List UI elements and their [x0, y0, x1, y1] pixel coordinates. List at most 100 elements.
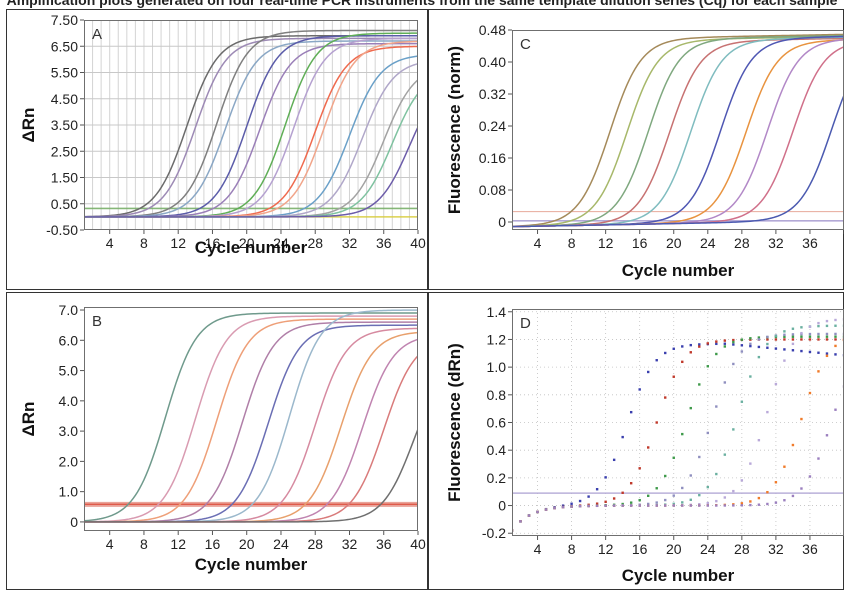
series-c — [512, 33, 844, 228]
data-point — [681, 360, 684, 364]
panel-label: D — [520, 315, 531, 332]
data-point — [689, 498, 692, 501]
data-point — [672, 502, 675, 506]
x-tick-label: 36 — [802, 541, 818, 557]
data-point — [757, 503, 761, 506]
panel-b: B 4 8 12 16 20 24 28 32 36 40 7.0 6.0 5.0 4.0 3.0 2.0 1.0… — [19, 302, 426, 574]
data-point — [672, 494, 675, 497]
data-point — [817, 332, 820, 336]
data-point — [723, 381, 727, 384]
data-point — [749, 503, 752, 507]
data-point — [655, 359, 658, 362]
y-tick-label: 0.6 — [487, 415, 507, 431]
data-point — [791, 342, 795, 346]
y-tick-label: 4.50 — [51, 91, 78, 107]
amplification-curve — [84, 126, 418, 218]
data-point — [791, 327, 795, 330]
data-point — [834, 332, 837, 336]
data-point — [766, 335, 769, 339]
data-point — [647, 502, 650, 506]
data-point — [715, 499, 718, 503]
data-point — [749, 338, 752, 341]
data-point — [706, 431, 709, 435]
data-point — [672, 504, 675, 507]
amplification-curve — [84, 315, 418, 523]
data-point — [732, 504, 735, 507]
data-point — [732, 362, 735, 366]
data-point — [766, 346, 769, 349]
data-point — [783, 348, 786, 351]
data-point — [825, 319, 829, 323]
data-point — [732, 338, 735, 342]
data-point — [561, 504, 565, 507]
data-point — [647, 494, 650, 497]
y-tick-label: 6.50 — [51, 38, 78, 54]
data-point — [715, 352, 718, 356]
amplification-curve — [512, 94, 844, 228]
data-point — [621, 491, 624, 494]
plot-area-b — [84, 307, 418, 531]
data-point — [757, 496, 761, 500]
data-point — [783, 333, 786, 336]
y-tick-label: 1.4 — [487, 304, 507, 320]
data-point — [664, 498, 667, 502]
data-point — [800, 487, 803, 490]
data-point — [689, 351, 692, 354]
data-point — [749, 462, 752, 465]
data-point — [706, 504, 709, 507]
x-tick-label: 36 — [376, 536, 392, 552]
data-point — [749, 375, 752, 378]
data-point — [791, 333, 795, 336]
data-point — [723, 342, 727, 345]
data-point — [587, 504, 590, 508]
y-tick-label: 0 — [498, 214, 506, 230]
data-point — [749, 342, 752, 346]
data-point — [638, 467, 641, 470]
data-point — [834, 344, 837, 348]
data-point — [774, 338, 778, 341]
x-tick-label: 20 — [239, 536, 255, 552]
series-b — [84, 309, 418, 523]
x-tick-label: 8 — [568, 235, 576, 251]
y-tick-label: 0.24 — [479, 118, 506, 134]
data-point — [672, 347, 675, 350]
amplification-curve — [84, 37, 418, 218]
panel-a: A 4 8 12 16 20 24 28 32 36 40 7.50 6.50 5.50 4.50 3.50 2… — [19, 12, 426, 257]
y-tick-label: 2.0 — [59, 453, 79, 469]
data-point — [681, 486, 684, 490]
panel-label: C — [520, 36, 531, 53]
data-point — [655, 487, 658, 490]
x-tick-label: 28 — [307, 536, 323, 552]
data-point — [604, 476, 607, 479]
amplification-curve — [84, 338, 418, 523]
data-point — [706, 342, 709, 345]
data-point — [706, 501, 709, 505]
series-d — [512, 318, 844, 532]
x-tick-label: 16 — [205, 536, 221, 552]
data-point — [681, 501, 684, 504]
amplification-curve — [84, 428, 418, 523]
data-point — [817, 457, 820, 460]
data-point — [647, 370, 650, 374]
data-point — [544, 508, 548, 511]
data-point — [834, 324, 837, 327]
data-point — [723, 504, 727, 507]
data-point — [783, 330, 786, 333]
data-point — [825, 324, 829, 328]
plot-grid-d — [512, 309, 844, 536]
amplification-curve — [84, 318, 418, 523]
data-point — [723, 345, 727, 348]
data-point — [595, 502, 599, 505]
data-point — [595, 504, 599, 508]
y-tick-label: 0.16 — [479, 150, 506, 166]
y-tick-label: 0.32 — [479, 86, 506, 102]
data-point — [689, 406, 692, 410]
data-point — [647, 504, 650, 507]
data-point — [800, 417, 803, 421]
data-point — [817, 338, 820, 341]
data-point — [757, 336, 761, 339]
y-tick-label: 3.0 — [59, 423, 79, 439]
amplification-curve — [84, 62, 418, 218]
data-point — [808, 335, 812, 338]
data-point — [681, 432, 684, 436]
